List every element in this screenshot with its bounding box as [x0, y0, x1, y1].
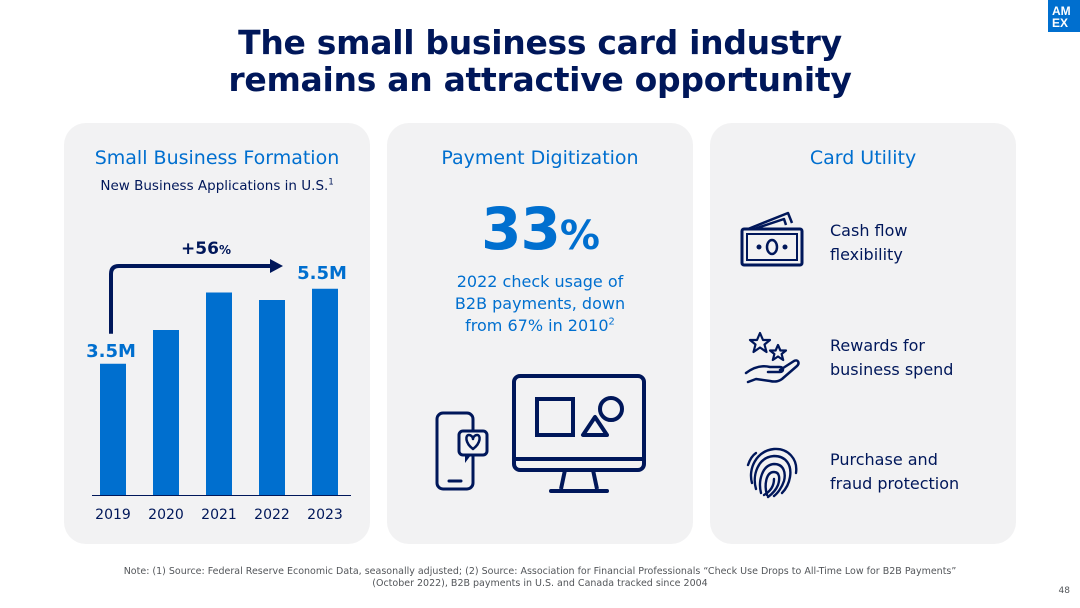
panel-title-digitization: Payment Digitization	[441, 147, 639, 169]
bar-2021	[206, 292, 232, 495]
growth-label: +56%	[181, 239, 231, 259]
growth-value: +56	[181, 239, 219, 259]
growth-arrowhead	[270, 259, 283, 273]
panel-title-utility: Card Utility	[809, 147, 917, 169]
stat-description: 2022 check usage of B2B payments, down f…	[387, 271, 693, 337]
footnote: Note: (1) Source: Federal Reserve Econom…	[0, 566, 1080, 590]
footnote-ref-1: 1	[328, 176, 334, 187]
growth-pct-sign: %	[219, 243, 231, 257]
stars-hand-icon	[744, 331, 800, 384]
footnote-line-2: (October 2022), B2B payments in U.S. and…	[372, 578, 708, 589]
stat-desc-line-1: 2022 check usage of	[456, 272, 624, 291]
bars-group	[100, 288, 338, 495]
page-number: 48	[1058, 586, 1070, 596]
stat-value: 33	[481, 195, 561, 263]
x-axis-labels: 2019 2020 2021 2022 2023	[95, 507, 343, 523]
utility-item-protection: Purchase and fraud protection	[830, 448, 959, 496]
panel-small-business-formation: Small Business Formation New Business Ap…	[64, 123, 370, 544]
bar-2023	[312, 288, 338, 495]
amex-logo: AM EX	[1048, 0, 1080, 32]
cash-icon	[740, 211, 804, 267]
end-value-label: 5.5M	[297, 263, 347, 284]
x-label-2020: 2020	[148, 507, 184, 523]
stat-desc-line-2: B2B payments, down	[454, 294, 626, 313]
start-value-label: 3.5M	[86, 341, 136, 362]
logo-line-2: EX	[1052, 16, 1069, 30]
stat-unit: %	[559, 213, 600, 259]
bar-chart: 2019 2020 2021 2022 2023 +56% 3.5M 5.5M	[86, 239, 351, 523]
utility-item-cash-flow: Cash flow flexibility	[830, 219, 908, 267]
slide-title-line-2: remains an attractive opportunity	[228, 60, 852, 99]
utility-rewards-line-2: business spend	[830, 360, 954, 379]
x-label-2022: 2022	[254, 507, 290, 523]
panel-card-utility: Card Utility Cash flow flexibility Rewar…	[710, 123, 1016, 544]
x-label-2023: 2023	[307, 507, 343, 523]
monitor-shapes-icon	[512, 374, 646, 493]
stat-desc-line-3: from 67% in 20102	[465, 316, 615, 335]
bar-2020	[153, 330, 179, 495]
utility-item-rewards: Rewards for business spend	[830, 334, 953, 382]
panel-payment-digitization: Payment Digitization 33% 2022 check usag…	[387, 123, 693, 544]
logo-line-1: AM	[1052, 4, 1071, 18]
utility-protection-line-2: fraud protection	[830, 474, 960, 493]
slide-title: The small business card industry remains…	[0, 24, 1080, 98]
footnote-ref-2: 2	[608, 316, 615, 328]
utility-cash-line-2: flexibility	[830, 245, 903, 264]
bar-2022	[259, 300, 285, 495]
x-label-2019: 2019	[95, 507, 131, 523]
x-label-2021: 2021	[201, 507, 237, 523]
utility-rewards-line-1: Rewards for	[830, 336, 926, 355]
fingerprint-icon	[746, 447, 798, 499]
utility-cash-line-1: Cash flow	[830, 221, 908, 240]
utility-protection-line-1: Purchase and	[830, 450, 938, 469]
stat-33-percent: 33%	[387, 195, 693, 263]
slide-title-line-1: The small business card industry	[238, 23, 842, 62]
growth-arrow	[109, 264, 272, 334]
chart-subtitle: New Business Applications in U.S.1	[64, 176, 370, 194]
chart-subtitle-text: New Business Applications in U.S.	[100, 178, 329, 194]
panel-title-formation: Small Business Formation	[94, 147, 340, 169]
footnote-line-1: Note: (1) Source: Federal Reserve Econom…	[123, 566, 957, 577]
smartphone-heart-icon	[435, 411, 489, 491]
bar-2019	[100, 363, 126, 495]
